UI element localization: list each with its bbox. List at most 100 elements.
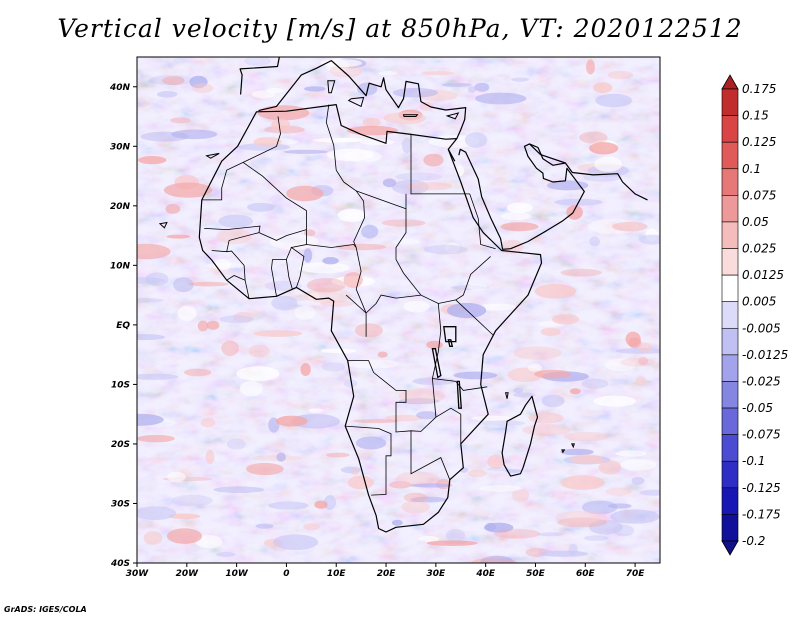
field-patch [253,330,303,337]
lake-outline [447,339,454,347]
field-patch [444,242,461,254]
field-patch [479,485,522,492]
island-outline [402,114,419,117]
africa-coastline [198,104,543,533]
field-patch [625,331,641,347]
field-patch [314,500,328,509]
island-outline [347,96,365,108]
field-patch [494,528,541,539]
lon-tick-label: 70E [626,569,646,579]
field-patch [271,295,298,311]
country-border [410,134,470,195]
field-patch [610,509,660,524]
field-patch [534,284,577,299]
island-outline [158,221,168,229]
field-patch [467,86,476,93]
field-patch [594,156,623,172]
country-border [432,378,437,418]
lon-tick-label: 10W [225,569,249,579]
field-patch [361,224,379,239]
field-patch [283,149,328,154]
lon-tick-label: 20W [176,569,200,579]
field-patch [487,454,505,469]
field-patch [391,519,403,526]
country-border [244,280,250,299]
field-patch [527,363,543,372]
country-border [345,425,392,496]
field-patch [143,531,163,545]
field-patch [635,376,647,387]
field-patch [419,101,435,111]
field-patch [563,431,610,442]
field-patch [335,243,387,251]
country-border [455,299,494,336]
field-patch [595,93,632,108]
field-patch [192,83,214,93]
field-patch [378,71,397,76]
field-patch [506,202,533,214]
colorbar-segment [721,354,739,382]
field-patch [322,257,339,265]
coastlines [158,57,648,533]
field-patch [620,458,657,471]
field-patch [189,75,208,89]
field-patch [362,117,381,128]
field-patch [163,182,213,198]
lat-tick-label: 30N [110,142,131,152]
field-patch [467,284,488,291]
country-border [343,181,367,337]
europe-coastline [239,57,280,95]
colorbar-label: -0.0125 [742,348,788,362]
field-patch [177,306,197,321]
colorbar-segment [721,514,739,542]
field-patch [276,452,286,462]
field-patch [377,351,388,358]
island-outline [561,449,566,454]
chart-title: Vertical velocity [m/s] at 850hPa, VT: 2… [57,14,743,43]
field-patch [145,272,169,287]
field-patch [206,320,220,330]
field-patch [271,118,291,132]
field-patch [589,236,600,247]
field-patch [137,334,165,341]
field-patch [584,535,609,541]
island-outline [504,392,509,399]
lat-tick-label: EQ [116,321,130,331]
field-patch [173,277,194,293]
field-patch [534,369,572,379]
colorbar-label: -0.125 [742,481,781,495]
field-patch [513,346,562,360]
field-patch [321,362,346,372]
colorbar-label: -0.025 [742,375,781,389]
field-patch [513,387,524,394]
colorbar-segment [721,195,739,223]
colorbar-label: 0.0125 [742,268,784,282]
colorbar-label: 0.175 [742,82,776,96]
field-patch [350,469,360,475]
field-patch [410,496,447,503]
field-patch [268,501,309,510]
lake-outline [456,380,463,409]
field-patch [275,415,308,427]
field-patch [500,222,539,232]
field-patch [326,452,350,458]
field-patch [247,202,275,212]
field-patch [171,129,218,140]
field-patch [607,70,634,80]
field-patch [226,438,246,450]
field-patch [481,420,526,426]
field-patch [347,125,399,136]
field-patch [257,105,310,121]
iran-coastline [529,143,566,164]
field-patch [138,156,167,165]
field-patch [213,486,265,494]
colorbar-bottom-arrow [721,540,739,556]
colorbar-label: 0.075 [742,188,776,202]
colorbar-label: 0.125 [742,135,776,149]
field-patch [162,76,185,85]
field-patch [441,82,472,87]
field-patch [188,281,229,287]
field-patch [522,424,572,436]
field-patch [566,205,583,220]
